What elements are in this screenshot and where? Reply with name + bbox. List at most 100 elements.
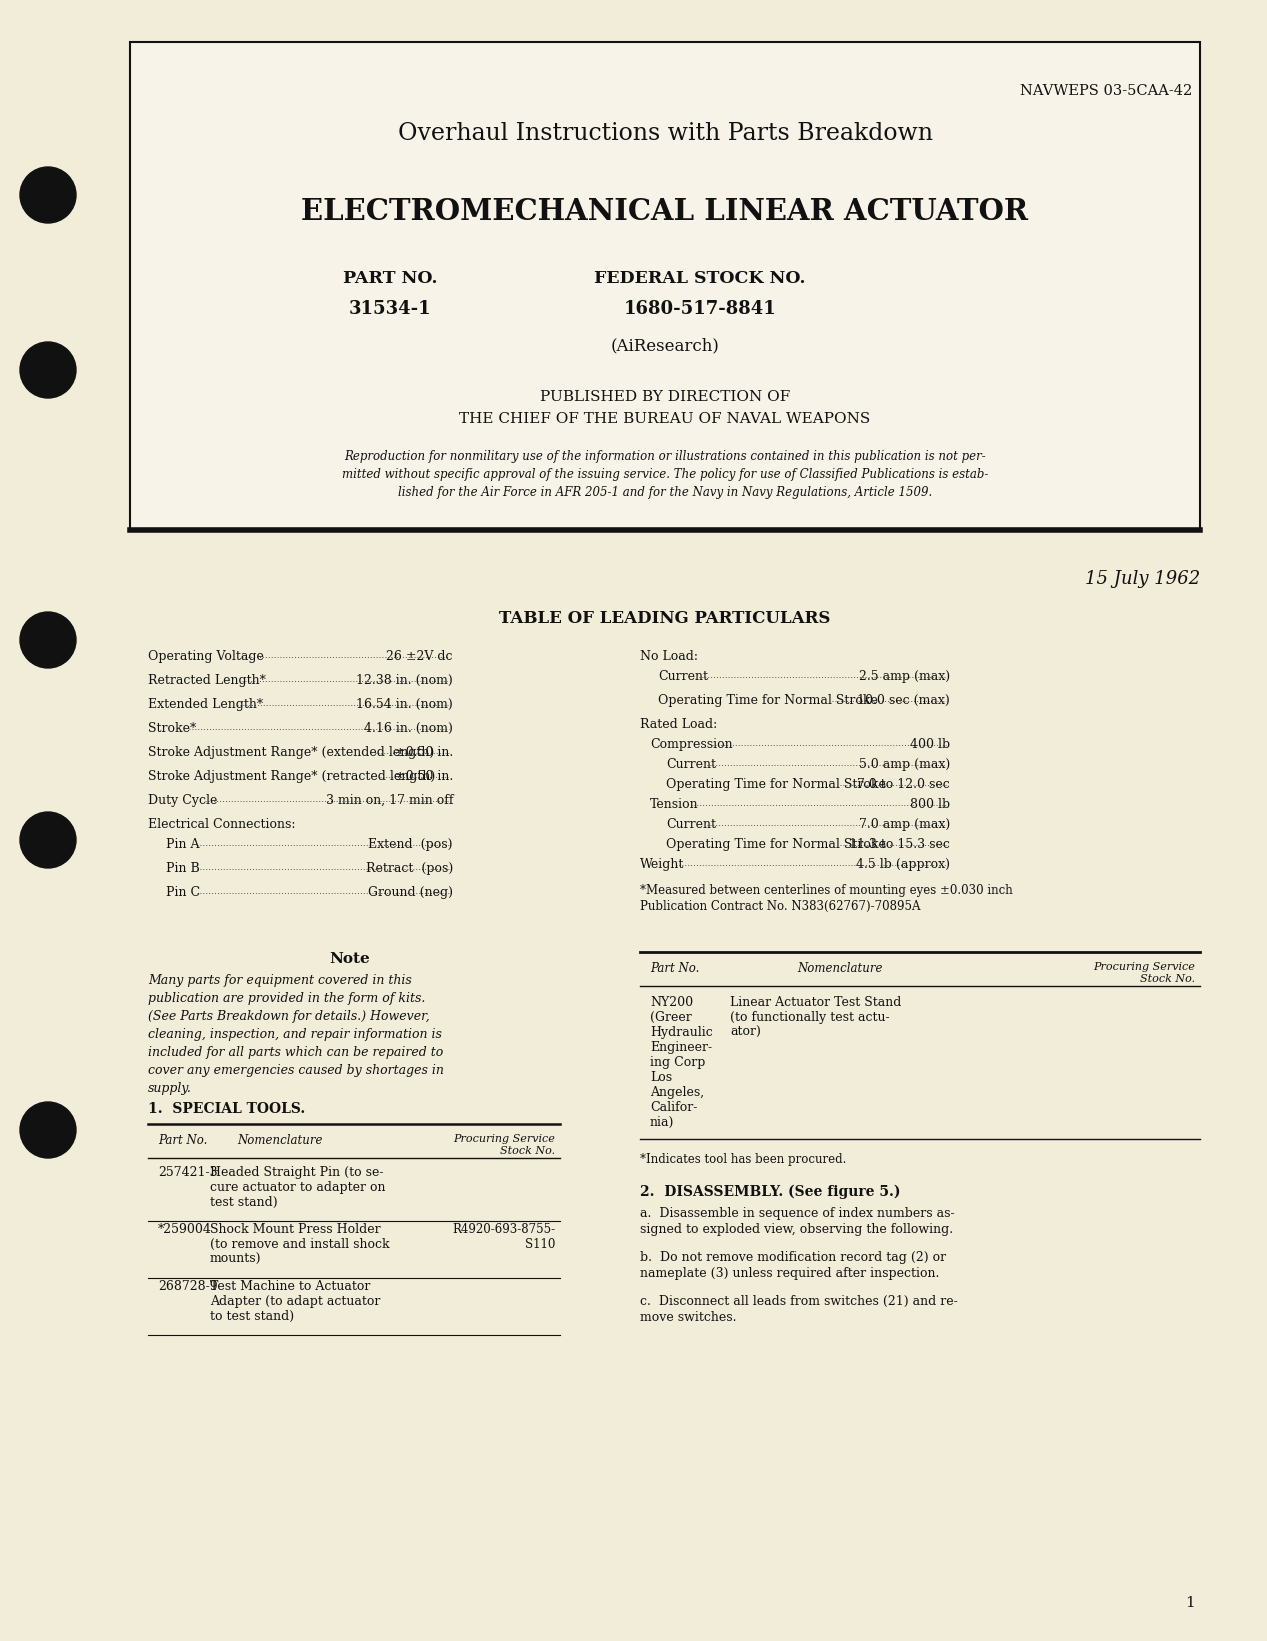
Text: 16.54 in. (nom): 16.54 in. (nom) xyxy=(356,697,454,711)
Text: Weight: Weight xyxy=(640,858,684,871)
Text: Operating Time for Normal Stroke: Operating Time for Normal Stroke xyxy=(666,778,886,791)
Bar xyxy=(131,43,1200,530)
Text: THE CHIEF OF THE BUREAU OF NAVAL WEAPONS: THE CHIEF OF THE BUREAU OF NAVAL WEAPONS xyxy=(460,412,870,427)
Text: cleaning, inspection, and repair information is: cleaning, inspection, and repair informa… xyxy=(148,1027,442,1040)
Text: 10.0 sec (max): 10.0 sec (max) xyxy=(858,694,950,707)
Text: supply.: supply. xyxy=(148,1081,191,1095)
Text: PUBLISHED BY DIRECTION OF: PUBLISHED BY DIRECTION OF xyxy=(540,391,791,404)
Text: Extend  (pos): Extend (pos) xyxy=(369,839,454,852)
Text: Many parts for equipment covered in this: Many parts for equipment covered in this xyxy=(148,975,412,986)
Text: Pin C: Pin C xyxy=(166,886,200,899)
Text: 257421-3: 257421-3 xyxy=(158,1167,218,1178)
Text: Headed Straight Pin (to se-: Headed Straight Pin (to se- xyxy=(210,1167,384,1178)
Text: *Indicates tool has been procured.: *Indicates tool has been procured. xyxy=(640,1154,846,1167)
Text: Procuring Service: Procuring Service xyxy=(454,1134,555,1144)
Text: FEDERAL STOCK NO.: FEDERAL STOCK NO. xyxy=(594,271,806,287)
Text: Current: Current xyxy=(658,670,708,683)
Text: 4.16 in. (nom): 4.16 in. (nom) xyxy=(364,722,454,735)
Text: 1.  SPECIAL TOOLS.: 1. SPECIAL TOOLS. xyxy=(148,1103,305,1116)
Text: Ground (neg): Ground (neg) xyxy=(367,886,454,899)
Text: (to remove and install shock: (to remove and install shock xyxy=(210,1237,390,1250)
Text: c.  Disconnect all leads from switches (21) and re-: c. Disconnect all leads from switches (2… xyxy=(640,1295,958,1308)
Text: 5.0 amp (max): 5.0 amp (max) xyxy=(859,758,950,771)
Text: ing Corp: ing Corp xyxy=(650,1057,706,1068)
Text: Extended Length*: Extended Length* xyxy=(148,697,264,711)
Text: b.  Do not remove modification record tag (2) or: b. Do not remove modification record tag… xyxy=(640,1250,946,1264)
Text: lished for the Air Force in AFR 205-1 and for the Navy in Navy Regulations, Arti: lished for the Air Force in AFR 205-1 an… xyxy=(398,486,933,499)
Text: publication are provided in the form of kits.: publication are provided in the form of … xyxy=(148,993,426,1004)
Text: 12.38 in. (nom): 12.38 in. (nom) xyxy=(356,674,454,688)
Text: Stroke Adjustment Range* (extended length): Stroke Adjustment Range* (extended lengt… xyxy=(148,747,435,760)
Text: Current: Current xyxy=(666,758,716,771)
Text: Test Machine to Actuator: Test Machine to Actuator xyxy=(210,1280,370,1293)
Text: Publication Contract No. N383(62767)-70895A: Publication Contract No. N383(62767)-708… xyxy=(640,899,921,912)
Text: ator): ator) xyxy=(730,1026,761,1039)
Text: Hydraulic: Hydraulic xyxy=(650,1026,713,1039)
Text: Overhaul Instructions with Parts Breakdown: Overhaul Instructions with Parts Breakdo… xyxy=(398,121,933,144)
Text: ±0.50 in.: ±0.50 in. xyxy=(395,747,454,760)
Text: *Measured between centerlines of mounting eyes ±0.030 inch: *Measured between centerlines of mountin… xyxy=(640,884,1012,898)
Text: Note: Note xyxy=(329,952,370,967)
Text: Nomenclature: Nomenclature xyxy=(237,1134,323,1147)
Text: signed to exploded view, observing the following.: signed to exploded view, observing the f… xyxy=(640,1223,953,1236)
Text: mitted without specific approval of the issuing service. The policy for use of C: mitted without specific approval of the … xyxy=(342,468,988,481)
Text: 11.3 to 15.3 sec: 11.3 to 15.3 sec xyxy=(849,839,950,852)
Text: 4.5 lb (approx): 4.5 lb (approx) xyxy=(856,858,950,871)
Text: 2.5 amp (max): 2.5 amp (max) xyxy=(859,670,950,683)
Text: Electrical Connections:: Electrical Connections: xyxy=(148,817,295,830)
Circle shape xyxy=(20,612,76,668)
Text: cure actuator to adapter on: cure actuator to adapter on xyxy=(210,1182,385,1195)
Text: move switches.: move switches. xyxy=(640,1311,736,1324)
Text: (AiResearch): (AiResearch) xyxy=(611,336,720,354)
Text: Duty Cycle: Duty Cycle xyxy=(148,794,218,807)
Text: *259004: *259004 xyxy=(158,1223,212,1236)
Text: 800 lb: 800 lb xyxy=(910,798,950,811)
Text: PART NO.: PART NO. xyxy=(343,271,437,287)
Text: Retract  (pos): Retract (pos) xyxy=(366,862,454,875)
Text: Adapter (to adapt actuator: Adapter (to adapt actuator xyxy=(210,1295,380,1308)
Text: to test stand): to test stand) xyxy=(210,1310,294,1323)
Text: R4920-693-8755-: R4920-693-8755- xyxy=(452,1223,555,1236)
Text: NY200: NY200 xyxy=(650,996,693,1009)
Text: 15 July 1962: 15 July 1962 xyxy=(1085,569,1200,587)
Text: Pin B: Pin B xyxy=(166,862,200,875)
Text: Operating Time for Normal Stroke: Operating Time for Normal Stroke xyxy=(658,694,878,707)
Text: 3 min on, 17 min off: 3 min on, 17 min off xyxy=(326,794,454,807)
Circle shape xyxy=(20,1103,76,1159)
Text: 7.0 amp (max): 7.0 amp (max) xyxy=(859,817,950,830)
Text: Stock No.: Stock No. xyxy=(500,1145,555,1155)
Text: S110: S110 xyxy=(525,1237,555,1250)
Text: Tension: Tension xyxy=(650,798,698,811)
Text: Compression: Compression xyxy=(650,738,732,752)
Text: (See Parts Breakdown for details.) However,: (See Parts Breakdown for details.) Howev… xyxy=(148,1009,430,1022)
Text: Califor-: Califor- xyxy=(650,1101,697,1114)
Text: 1680-517-8841: 1680-517-8841 xyxy=(623,300,777,318)
Text: cover any emergencies caused by shortages in: cover any emergencies caused by shortage… xyxy=(148,1063,443,1076)
Text: Current: Current xyxy=(666,817,716,830)
Circle shape xyxy=(20,167,76,223)
Text: Operating Voltage: Operating Voltage xyxy=(148,650,264,663)
Text: Linear Actuator Test Stand: Linear Actuator Test Stand xyxy=(730,996,901,1009)
Text: Procuring Service: Procuring Service xyxy=(1093,962,1195,971)
Text: a.  Disassemble in sequence of index numbers as-: a. Disassemble in sequence of index numb… xyxy=(640,1208,954,1219)
Text: Stroke*: Stroke* xyxy=(148,722,196,735)
Text: 400 lb: 400 lb xyxy=(910,738,950,752)
Text: Angeles,: Angeles, xyxy=(650,1086,704,1099)
Text: Part No.: Part No. xyxy=(158,1134,208,1147)
Text: 1: 1 xyxy=(1185,1597,1195,1610)
Text: 268728-9: 268728-9 xyxy=(158,1280,218,1293)
Text: 2.  DISASSEMBLY. (See figure 5.): 2. DISASSEMBLY. (See figure 5.) xyxy=(640,1185,901,1200)
Text: (Greer: (Greer xyxy=(650,1011,692,1024)
Text: Rated Load:: Rated Load: xyxy=(640,719,717,730)
Text: Retracted Length*: Retracted Length* xyxy=(148,674,266,688)
Text: ELECTROMECHANICAL LINEAR ACTUATOR: ELECTROMECHANICAL LINEAR ACTUATOR xyxy=(302,197,1029,226)
Text: Shock Mount Press Holder: Shock Mount Press Holder xyxy=(210,1223,380,1236)
Text: Pin A: Pin A xyxy=(166,839,199,852)
Text: nia): nia) xyxy=(650,1116,674,1129)
Text: Reproduction for nonmilitary use of the information or illustrations contained i: Reproduction for nonmilitary use of the … xyxy=(345,450,986,463)
Text: included for all parts which can be repaired to: included for all parts which can be repa… xyxy=(148,1045,443,1058)
Text: (to functionally test actu-: (to functionally test actu- xyxy=(730,1011,889,1024)
Text: TABLE OF LEADING PARTICULARS: TABLE OF LEADING PARTICULARS xyxy=(499,610,831,627)
Text: ±0.50 in.: ±0.50 in. xyxy=(395,770,454,783)
Text: 26 ±2V dc: 26 ±2V dc xyxy=(386,650,454,663)
